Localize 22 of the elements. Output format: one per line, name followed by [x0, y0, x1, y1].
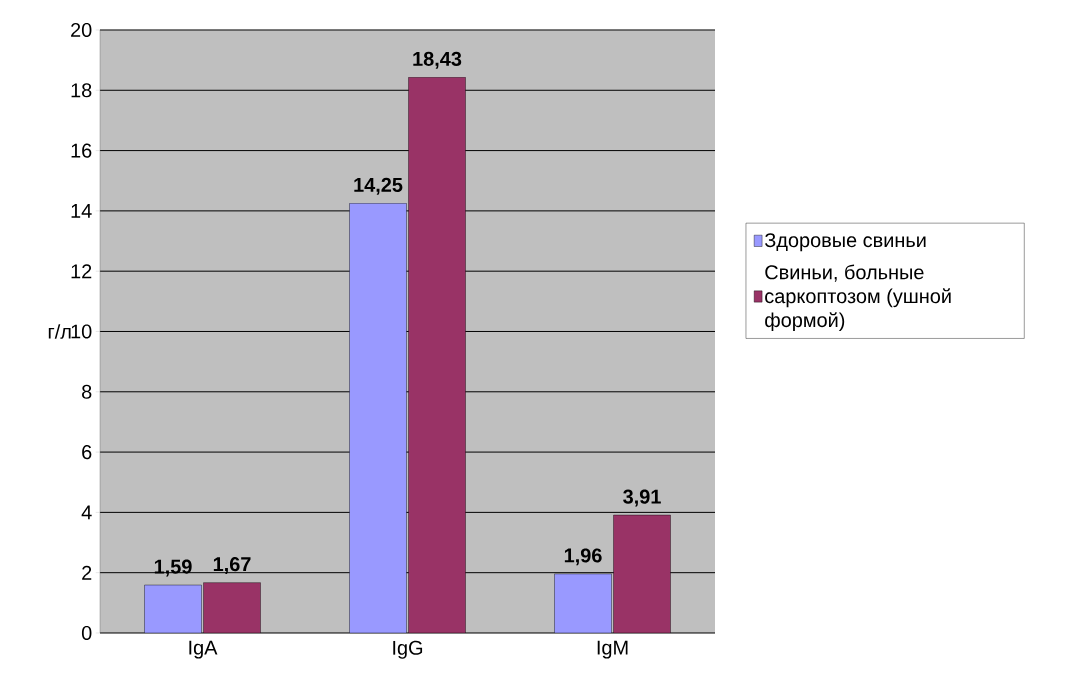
legend-label: Свиньи, больные саркоптозом (ушной формой)	[765, 264, 951, 332]
y-tick-label: 4	[81, 505, 92, 520]
x-tick-label: IgM	[597, 640, 628, 659]
y-tick-label: 18	[71, 83, 92, 98]
data-label: 18,43	[413, 51, 462, 69]
y-tick-label: 0	[81, 625, 92, 641]
data-label: 1,67	[213, 557, 251, 575]
x-tick-label: IgG	[393, 640, 423, 659]
x-tick-label: IgA	[189, 640, 218, 659]
y-tick-label: 20	[71, 22, 92, 38]
data-label: 14,25	[354, 177, 403, 195]
y-tick-label: 10	[71, 324, 92, 339]
y-tick-label: 16	[71, 143, 92, 158]
legend-label: Здоровые свиньи	[764, 233, 926, 252]
data-label: 1,96	[564, 548, 602, 566]
y-tick-label: 14	[71, 204, 92, 218]
y-tick-label: 12	[71, 264, 92, 279]
y-axis-title: г/л	[48, 324, 71, 339]
data-label: 3,91	[623, 489, 661, 507]
y-tick-label: 6	[82, 445, 92, 460]
y-tick-label: 2	[82, 565, 92, 580]
y-tick-label: 8	[82, 384, 92, 399]
